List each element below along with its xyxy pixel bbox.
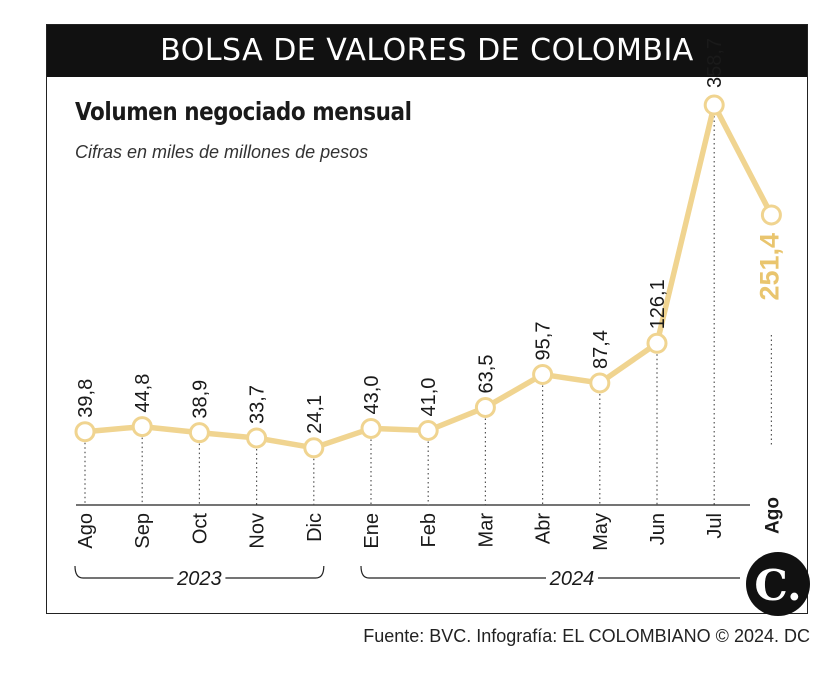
value-label: 41,0 bbox=[418, 378, 440, 417]
year-bracket bbox=[360, 565, 546, 579]
data-point bbox=[188, 422, 210, 444]
source-credit: Fuente: BVC. Infografía: EL COLOMBIANO ©… bbox=[363, 626, 810, 646]
year-label: 2024 bbox=[549, 568, 595, 590]
highlight-value-label: 251,4 bbox=[754, 233, 784, 301]
data-point bbox=[760, 204, 782, 226]
value-label: 39,8 bbox=[75, 379, 97, 418]
value-label: 126,1 bbox=[647, 279, 669, 329]
value-label: 358,7 bbox=[704, 38, 726, 88]
value-label: 38,9 bbox=[189, 380, 211, 419]
data-point bbox=[246, 427, 268, 449]
x-tick-label: May bbox=[590, 513, 612, 551]
data-point bbox=[474, 396, 496, 418]
x-tick-label: Jun bbox=[647, 513, 669, 545]
value-label: 95,7 bbox=[533, 322, 555, 361]
data-point bbox=[417, 419, 439, 441]
x-tick-label: Ago bbox=[75, 513, 97, 549]
data-point bbox=[74, 421, 96, 443]
data-point bbox=[703, 94, 725, 116]
year-bracket bbox=[225, 565, 325, 579]
year-label: 2023 bbox=[176, 568, 222, 590]
logo-text: C. bbox=[754, 561, 801, 610]
data-point bbox=[360, 417, 382, 439]
x-tick-label: Feb bbox=[418, 513, 440, 547]
value-label: 33,7 bbox=[247, 385, 269, 424]
data-point bbox=[646, 332, 668, 354]
x-tick-label: Dic bbox=[304, 513, 326, 542]
value-label: 87,4 bbox=[590, 330, 612, 369]
chart-title: Volumen negociado mensual bbox=[75, 97, 412, 126]
value-label: 44,8 bbox=[132, 374, 154, 413]
data-point bbox=[131, 416, 153, 438]
banner-title: BOLSA DE VALORES DE COLOMBIA bbox=[47, 25, 807, 77]
x-tick-label: Sep bbox=[132, 513, 154, 549]
value-label: 24,1 bbox=[304, 395, 326, 434]
logo-badge bbox=[746, 552, 810, 616]
data-point bbox=[589, 372, 611, 394]
data-point bbox=[532, 363, 554, 385]
x-tick-label: Oct bbox=[189, 513, 211, 545]
data-point bbox=[303, 437, 325, 459]
chart-subtitle: Cifras en miles de millones de pesos bbox=[75, 142, 369, 162]
x-tick-label: Mar bbox=[475, 513, 497, 548]
x-tick-label: Ene bbox=[361, 513, 383, 549]
x-tick-label: Jul bbox=[704, 513, 726, 539]
value-label: 63,5 bbox=[475, 355, 497, 394]
chart-card: BOLSA DE VALORES DE COLOMBIA Volumen neg… bbox=[46, 24, 808, 614]
year-bracket bbox=[74, 565, 174, 579]
x-tick-label: Nov bbox=[247, 513, 269, 549]
x-tick-label: Abr bbox=[533, 513, 555, 544]
x-tick-label: Ago bbox=[762, 497, 783, 534]
value-label: 43,0 bbox=[361, 376, 383, 415]
